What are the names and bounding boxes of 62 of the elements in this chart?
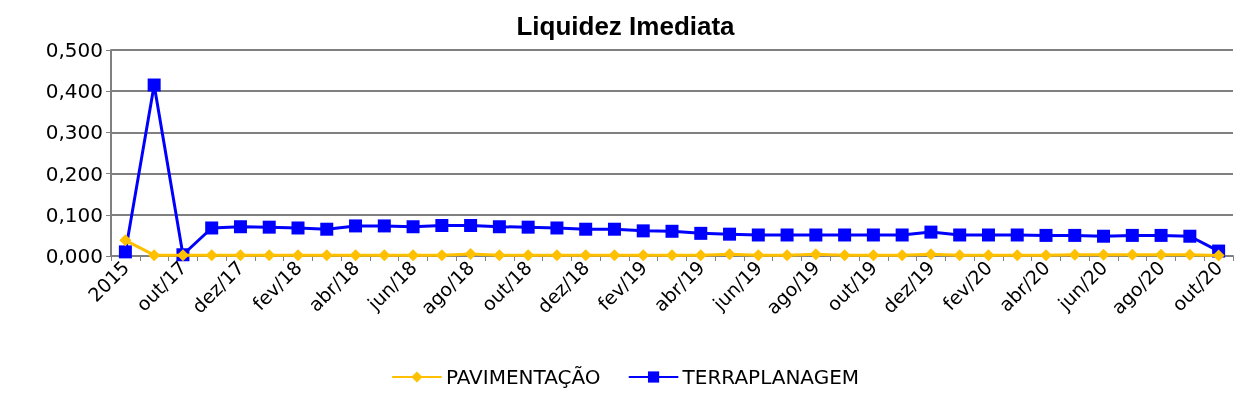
- point: [953, 228, 967, 242]
- y-tick-label: 0,400: [45, 79, 103, 104]
- y-tick-label: 0,200: [45, 161, 103, 186]
- legend-label: TERRAPLANAGEM: [681, 365, 860, 389]
- point: [521, 220, 535, 234]
- point: [665, 224, 679, 238]
- point: [406, 220, 420, 234]
- point: [751, 228, 765, 242]
- point: [1068, 228, 1082, 242]
- point: [233, 220, 247, 234]
- point: [723, 227, 737, 241]
- point: [1068, 248, 1081, 261]
- point: [924, 225, 938, 239]
- point: [262, 220, 276, 234]
- point: [1126, 248, 1139, 261]
- point: [838, 228, 852, 242]
- y-tick-label: 0,100: [45, 202, 103, 227]
- point: [981, 228, 995, 242]
- point: [119, 234, 132, 247]
- point: [780, 228, 794, 242]
- y-tick-label: 0,500: [45, 38, 103, 62]
- point: [895, 228, 909, 242]
- point: [867, 249, 880, 262]
- chart-title: Liquidez Imediata: [516, 11, 736, 41]
- point: [1039, 228, 1053, 242]
- point: [1212, 249, 1225, 262]
- point: [291, 221, 305, 235]
- point: [607, 222, 621, 236]
- point: [579, 222, 593, 236]
- point: [608, 249, 621, 262]
- point: [493, 249, 506, 262]
- point: [838, 249, 851, 262]
- point: [1040, 249, 1052, 262]
- point: [147, 78, 161, 92]
- point: [1183, 229, 1197, 243]
- point: [953, 249, 966, 262]
- point: [1097, 229, 1111, 243]
- point: [982, 249, 995, 262]
- point: [636, 224, 650, 238]
- point: [694, 226, 708, 240]
- point: [1154, 228, 1168, 242]
- point: [234, 249, 247, 262]
- point: [550, 221, 564, 235]
- point: [464, 219, 478, 233]
- point: [435, 219, 449, 233]
- point: [205, 221, 219, 235]
- point: [292, 249, 304, 262]
- legend-label: PAVIMENTAÇÃO: [445, 365, 601, 389]
- point: [866, 228, 880, 242]
- point: [377, 219, 391, 233]
- point: [492, 220, 506, 234]
- y-tick-label: 0,300: [45, 120, 103, 145]
- point: [1010, 228, 1024, 242]
- point: [349, 219, 363, 233]
- point: [118, 245, 132, 259]
- point: [1097, 248, 1110, 261]
- point: [464, 247, 477, 260]
- point: [666, 249, 678, 262]
- point: [349, 249, 362, 262]
- point: [320, 222, 334, 236]
- point: [1125, 228, 1139, 242]
- point: [809, 228, 823, 242]
